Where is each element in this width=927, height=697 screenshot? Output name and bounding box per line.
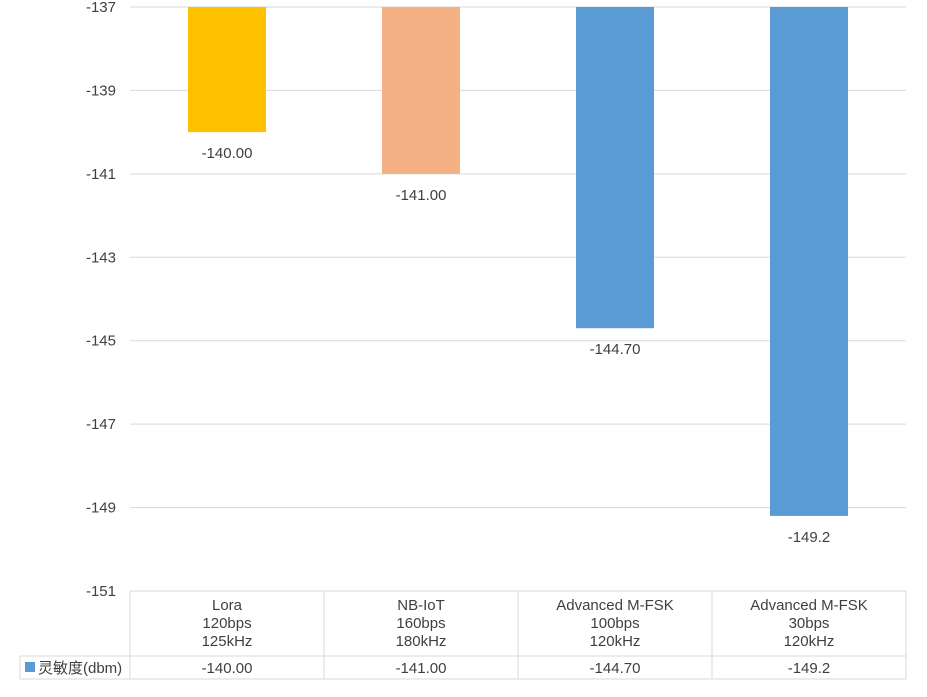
y-axis-ticks: -137 -139 -141 -143 -145 -147 -149 -151 (86, 0, 116, 600)
data-label: -140.00 (202, 145, 253, 162)
series-name: 灵敏度(dbm) (38, 660, 122, 677)
bar (188, 7, 266, 133)
bar (576, 7, 654, 329)
table-value: -141.00 (396, 660, 447, 677)
y-tick-label: -137 (86, 0, 116, 16)
category-label: Advanced M-FSK (556, 597, 674, 614)
category-label: 100bps (590, 615, 639, 632)
category-label: 160bps (396, 615, 445, 632)
table-value: -140.00 (202, 660, 253, 677)
table-value: -149.2 (788, 660, 831, 677)
bar (382, 7, 460, 174)
bars (188, 7, 848, 516)
table-value: -144.70 (590, 660, 641, 677)
category-label: 120kHz (590, 633, 641, 650)
legend-key (25, 662, 35, 672)
y-tick-label: -147 (86, 416, 116, 433)
category-label: 120kHz (784, 633, 835, 650)
category-label: 125kHz (202, 633, 253, 650)
category-label: Advanced M-FSK (750, 597, 868, 614)
bar (770, 7, 848, 516)
y-tick-label: -143 (86, 249, 116, 266)
category-label: NB-IoT (397, 597, 445, 614)
category-label: 180kHz (396, 633, 447, 650)
data-label: -144.70 (590, 341, 641, 358)
data-labels: -140.00 -141.00 -144.70 -149.2 (202, 145, 831, 546)
category-label: Lora (212, 597, 243, 614)
y-tick-label: -145 (86, 333, 116, 350)
category-label: 120bps (202, 615, 251, 632)
y-tick-label: -139 (86, 82, 116, 99)
data-label: -141.00 (396, 187, 447, 204)
y-tick-label: -151 (86, 583, 116, 600)
y-tick-label: -149 (86, 500, 116, 517)
y-tick-label: -141 (86, 166, 116, 183)
data-label: -149.2 (788, 529, 831, 546)
category-label: 30bps (789, 615, 830, 632)
